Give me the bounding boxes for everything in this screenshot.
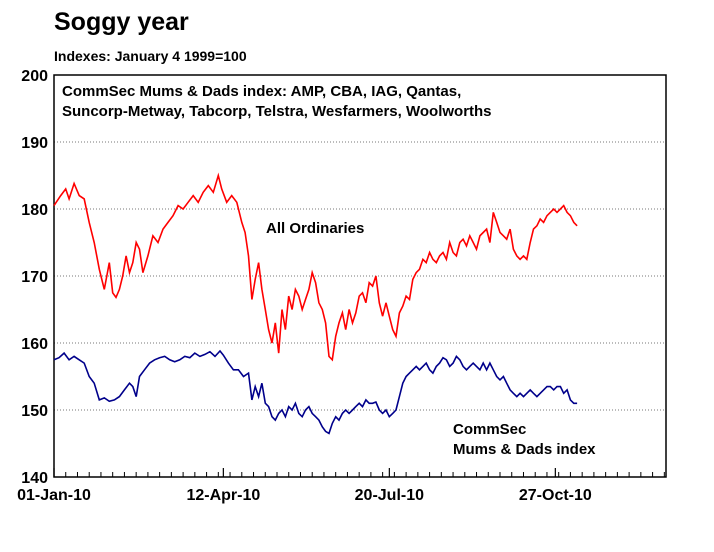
mums-dads-label-line-2: Mums & Dads index [453,441,596,458]
chart-title: Soggy year [54,8,189,36]
y-tick-label-200: 200 [21,68,48,85]
y-tick-label-160: 160 [21,336,48,353]
plot-frame [53,74,667,478]
mums-dads-label-line-1: CommSec [453,421,526,438]
x-tick-label-20-Jul-10: 20-Jul-10 [355,487,424,504]
gridlines [54,141,666,411]
all-ordinaries-label: All Ordinaries [266,220,364,237]
y-axis: 140 150 160 170 180 190 200 [21,68,48,487]
series-line-mums-dads [53,349,578,435]
x-tick-label-12-Apr-10: 12-Apr-10 [186,487,260,504]
x-tick-label-27-Oct-10: 27-Oct-10 [519,487,592,504]
y-tick-label-140: 140 [21,470,48,487]
x-axis: 01-Jan-10 12-Apr-10 20-Jul-10 27-Oct-10 [17,468,665,504]
description-box-line-2: Suncorp-Metway, Tabcorp, Telstra, Wesfar… [62,103,492,120]
description-box-line-1: CommSec Mums & Dads index: AMP, CBA, IAG… [62,83,461,100]
x-tick-label-01-Jan-10: 01-Jan-10 [17,487,91,504]
chart-subtitle: Indexes: January 4 1999=100 [54,48,247,64]
y-tick-label-170: 170 [21,269,48,286]
y-tick-label-150: 150 [21,403,48,420]
y-tick-label-180: 180 [21,202,48,219]
y-tick-label-190: 190 [21,135,48,152]
series-line-all-ordinaries [53,172,578,362]
